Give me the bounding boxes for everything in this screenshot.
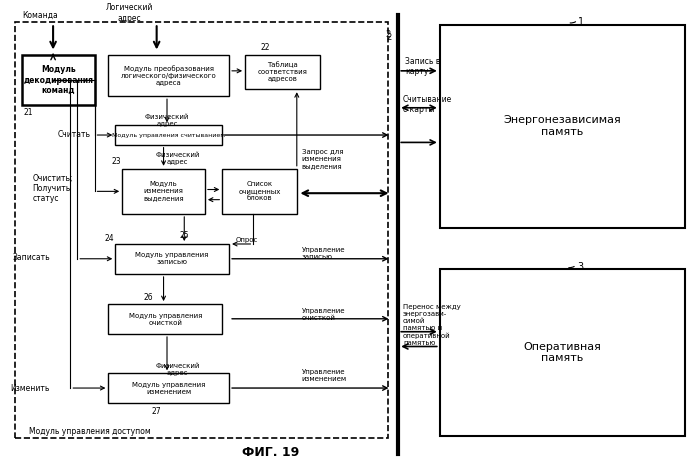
Text: Модуль управления считыванием: Модуль управления считыванием	[112, 133, 225, 137]
Text: Изменить: Изменить	[10, 383, 50, 393]
Text: 25: 25	[179, 231, 189, 241]
Text: 21: 21	[23, 108, 33, 117]
FancyBboxPatch shape	[440, 269, 685, 436]
Text: Модуль
изменения
выделения: Модуль изменения выделения	[144, 181, 184, 201]
Text: Перенос между
энергозави-
симой
памятью и
оперативной
памятью: Перенос между энергозави- симой памятью …	[403, 304, 461, 346]
Text: Считать: Считать	[58, 130, 91, 139]
Text: 3: 3	[578, 262, 584, 272]
Text: Список
очищенных
блоков: Список очищенных блоков	[238, 181, 281, 201]
Text: Команда: Команда	[22, 11, 58, 20]
Text: Считывание
с карты: Считывание с карты	[403, 95, 452, 114]
Text: Модуль преобразования
логического/физического
адреса: Модуль преобразования логического/физиче…	[121, 65, 216, 86]
Text: Физический
адрес: Физический адрес	[155, 152, 200, 165]
Text: Модуль управления
изменением: Модуль управления изменением	[132, 382, 205, 395]
FancyBboxPatch shape	[15, 22, 388, 438]
Text: 2: 2	[386, 33, 392, 42]
Text: Записать: Записать	[12, 253, 50, 262]
FancyBboxPatch shape	[22, 55, 95, 106]
Text: ФИГ. 19: ФИГ. 19	[242, 446, 299, 459]
Text: Оперативная
память: Оперативная память	[524, 342, 601, 363]
Text: Модуль управления
очисткой: Модуль управления очисткой	[129, 312, 202, 325]
Text: 24: 24	[104, 234, 114, 242]
Text: Запись в
карту: Запись в карту	[405, 57, 440, 76]
Text: 27: 27	[152, 406, 162, 416]
Text: 2: 2	[386, 29, 391, 38]
Text: Физический
адрес: Физический адрес	[155, 363, 200, 376]
Text: 22: 22	[260, 43, 270, 52]
Text: Логический
адрес: Логический адрес	[105, 3, 153, 23]
Text: Управление
изменением: Управление изменением	[302, 369, 346, 382]
Text: Управление
записью: Управление записью	[302, 247, 345, 260]
Text: 23: 23	[111, 157, 120, 166]
Text: Модуль
декодирования
команд: Модуль декодирования команд	[23, 65, 93, 95]
Text: 1: 1	[578, 17, 584, 28]
Text: Энергонезависимая
память: Энергонезависимая память	[503, 115, 621, 137]
FancyBboxPatch shape	[122, 169, 205, 214]
Text: 26: 26	[144, 293, 153, 302]
Text: Очистить;
Получить
статус: Очистить; Получить статус	[32, 174, 73, 204]
Text: Физический
адрес: Физический адрес	[145, 114, 189, 127]
Text: Запрос для
изменения
выделения: Запрос для изменения выделения	[302, 149, 343, 169]
Text: Опрос: Опрос	[236, 237, 258, 243]
FancyBboxPatch shape	[108, 55, 229, 96]
FancyBboxPatch shape	[116, 125, 222, 145]
FancyBboxPatch shape	[245, 55, 320, 89]
Text: Модуль управления
записью: Модуль управления записью	[136, 253, 209, 266]
Text: Таблица
соответствия
адресов: Таблица соответствия адресов	[258, 62, 307, 82]
FancyBboxPatch shape	[222, 169, 297, 214]
FancyBboxPatch shape	[108, 304, 222, 334]
Text: Управление
очисткой: Управление очисткой	[302, 308, 345, 321]
FancyBboxPatch shape	[440, 25, 685, 228]
FancyBboxPatch shape	[108, 373, 229, 403]
FancyBboxPatch shape	[116, 244, 229, 274]
Text: Модуль управления доступом: Модуль управления доступом	[29, 426, 150, 436]
